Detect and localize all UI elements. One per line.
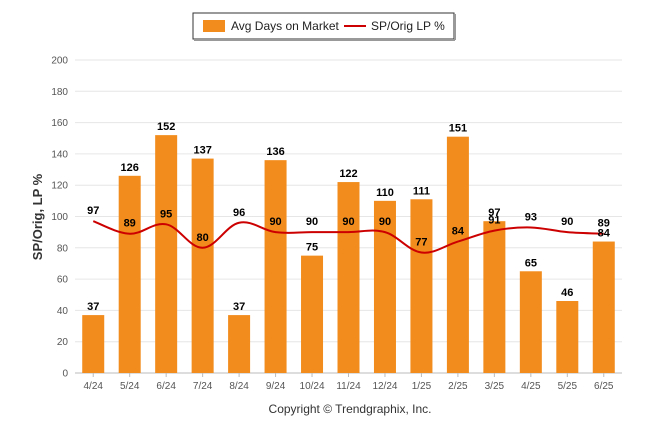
bar (556, 301, 579, 373)
y-tick-label: 40 (57, 306, 69, 317)
x-tick-labels: 4/24 5/24 6/24 7/24 8/24 9/24 10/24 11/24 12/24 1… (83, 373, 614, 392)
bar-data-label: 111 (413, 185, 430, 197)
bar-data-label: 75 (306, 242, 318, 254)
line-series (92, 220, 604, 254)
bar (301, 255, 324, 373)
x-tick-label: 3/25 (485, 381, 505, 392)
bar-data-label: 37 (87, 301, 99, 313)
legend: Avg Days on Market SP/Orig LP % (192, 12, 456, 41)
bar (483, 221, 506, 373)
bar-data-label: 137 (193, 145, 211, 157)
y-tick-label: 80 (57, 243, 69, 254)
bar (519, 271, 542, 373)
bar-data-label: 126 (121, 162, 139, 174)
x-tick-label: 8/24 (229, 381, 249, 392)
y-tick-label: 120 (51, 181, 68, 192)
x-tick-label: 4/24 (83, 381, 103, 392)
line-data-label: 89 (124, 218, 136, 230)
bar-data-label: 122 (339, 168, 357, 180)
x-tick-label: 5/24 (120, 381, 140, 392)
bar (410, 199, 433, 373)
bar (118, 175, 141, 373)
y-tick-label: 140 (51, 149, 68, 160)
line-data-label: 90 (306, 216, 318, 228)
bar (592, 241, 615, 373)
y-tick-label: 0 (62, 369, 68, 380)
y-tick-label: 160 (51, 118, 68, 129)
x-tick-label: 9/24 (266, 381, 286, 392)
line-data-label: 93 (525, 211, 537, 223)
bar-data-label: 65 (525, 257, 537, 269)
bar-data-label: 84 (598, 228, 611, 240)
y-tick-label: 200 (51, 56, 68, 67)
legend-label-bars: Avg Days on Market (231, 19, 339, 33)
bar (82, 315, 105, 373)
line-data-label: 90 (561, 216, 573, 228)
bar (191, 158, 214, 373)
y-tick-labels: 0 20 40 60 80 100 120 140 160 180 200 (51, 56, 68, 380)
line-data-label: 80 (197, 232, 209, 244)
bar-data-label: 151 (449, 123, 467, 135)
bars (82, 135, 615, 373)
y-tick-label: 180 (51, 87, 68, 98)
line-data-label: 90 (379, 216, 391, 228)
x-tick-label: 2/25 (448, 381, 468, 392)
y-tick-label: 100 (51, 212, 68, 223)
copyright-footer: Copyright © Trendgraphix, Inc. (269, 402, 432, 416)
line-series-path (92, 220, 604, 254)
bar-data-label: 136 (266, 146, 284, 158)
bar (155, 135, 178, 373)
bar-data-label: 152 (157, 121, 175, 133)
bar (337, 182, 360, 373)
line-data-label: 90 (269, 216, 281, 228)
bar (373, 200, 396, 373)
x-tick-label: 1/25 (412, 381, 432, 392)
bar (264, 160, 287, 373)
line-data-label: 89 (598, 218, 610, 230)
line-data-label: 90 (342, 216, 354, 228)
line-data-label: 97 (87, 205, 99, 217)
line-data-label: 95 (160, 208, 172, 220)
y-axis-label: SP/Orig, LP % (30, 173, 45, 260)
x-tick-label: 6/24 (156, 381, 176, 392)
line-data-label: 91 (488, 215, 500, 227)
legend-label-line: SP/Orig LP % (371, 19, 445, 33)
x-tick-label: 7/24 (193, 381, 213, 392)
line-data-label: 77 (415, 236, 427, 248)
bar-data-label: 37 (233, 301, 245, 313)
x-tick-label: 12/24 (372, 381, 397, 392)
legend-bar-swatch (203, 20, 225, 32)
data-labels: 37 126 152 137 37 136 75 122 110 111 151 97 65 46 84 97… (87, 121, 611, 313)
x-tick-label: 5/25 (558, 381, 578, 392)
bar (228, 315, 251, 373)
bar-data-label: 46 (561, 287, 573, 299)
bar-data-label: 110 (376, 187, 394, 199)
bar-data-label: 97 (488, 207, 500, 219)
bar (446, 136, 469, 373)
y-tick-label: 60 (57, 275, 69, 286)
x-tick-label: 6/25 (594, 381, 614, 392)
x-tick-label: 10/24 (300, 381, 325, 392)
line-data-label: 84 (452, 226, 465, 238)
x-tick-label: 4/25 (521, 381, 541, 392)
x-tick-label: 11/24 (336, 381, 361, 392)
y-tick-label: 20 (57, 337, 69, 348)
legend-box (192, 12, 455, 40)
line-data-label: 96 (233, 207, 245, 219)
